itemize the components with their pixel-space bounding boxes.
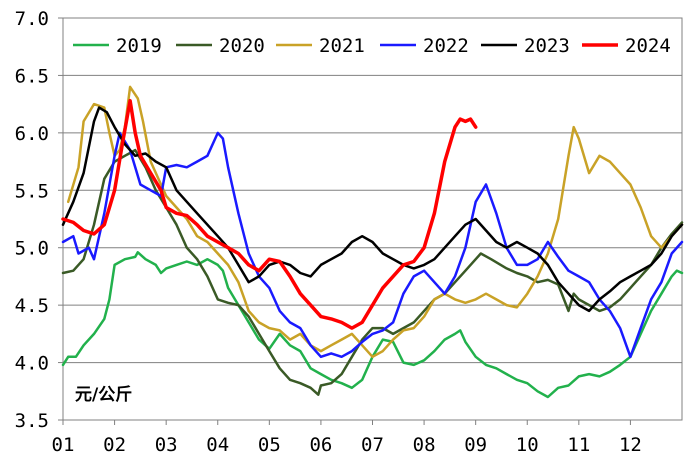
series-lines bbox=[61, 85, 684, 399]
legend-label-2021: 2021 bbox=[319, 35, 365, 57]
xtick-label: 03 bbox=[155, 434, 178, 456]
legend-label-2020: 2020 bbox=[219, 35, 265, 57]
ytick-label: 3.5 bbox=[15, 410, 49, 432]
ytick-label: 5.5 bbox=[15, 180, 49, 202]
xtick-label: 12 bbox=[619, 434, 642, 456]
x-axis-ticks: 01 02 03 04 05 06 07 08 09 10 11 12 bbox=[52, 420, 642, 456]
xtick-label: 06 bbox=[309, 434, 332, 456]
xtick-label: 09 bbox=[464, 434, 487, 456]
xtick-label: 10 bbox=[516, 434, 539, 456]
ytick-label: 6.0 bbox=[15, 123, 49, 145]
xtick-label: 02 bbox=[103, 434, 126, 456]
series-line-2021 bbox=[66, 85, 684, 359]
legend-label-2023: 2023 bbox=[524, 35, 570, 57]
xtick-label: 08 bbox=[413, 434, 436, 456]
series-line-2024 bbox=[61, 98, 478, 330]
legend-label-2019: 2019 bbox=[116, 35, 162, 57]
series-line-2023 bbox=[61, 106, 684, 313]
xtick-label: 01 bbox=[52, 434, 75, 456]
ytick-label: 7.0 bbox=[15, 8, 49, 30]
unit-label: 元/公斤 bbox=[75, 385, 132, 405]
y-axis-ticks: 3.5 4.0 4.5 5.0 5.5 6.0 6.5 7.0 bbox=[15, 8, 63, 432]
ytick-label: 6.5 bbox=[15, 65, 49, 87]
series-line-2020 bbox=[61, 148, 684, 396]
ytick-label: 4.5 bbox=[15, 295, 49, 317]
legend-label-2024: 2024 bbox=[625, 35, 671, 57]
xtick-label: 07 bbox=[361, 434, 384, 456]
legend: 2019 2020 2021 2022 2023 2024 bbox=[73, 35, 671, 57]
legend-label-2022: 2022 bbox=[423, 35, 469, 57]
xtick-label: 05 bbox=[258, 434, 281, 456]
ytick-label: 5.0 bbox=[15, 238, 49, 260]
series-line-2019 bbox=[61, 251, 684, 399]
xtick-label: 04 bbox=[206, 434, 229, 456]
xtick-label: 11 bbox=[567, 434, 590, 456]
ytick-label: 4.0 bbox=[15, 353, 49, 375]
series-line-2022 bbox=[61, 131, 684, 359]
